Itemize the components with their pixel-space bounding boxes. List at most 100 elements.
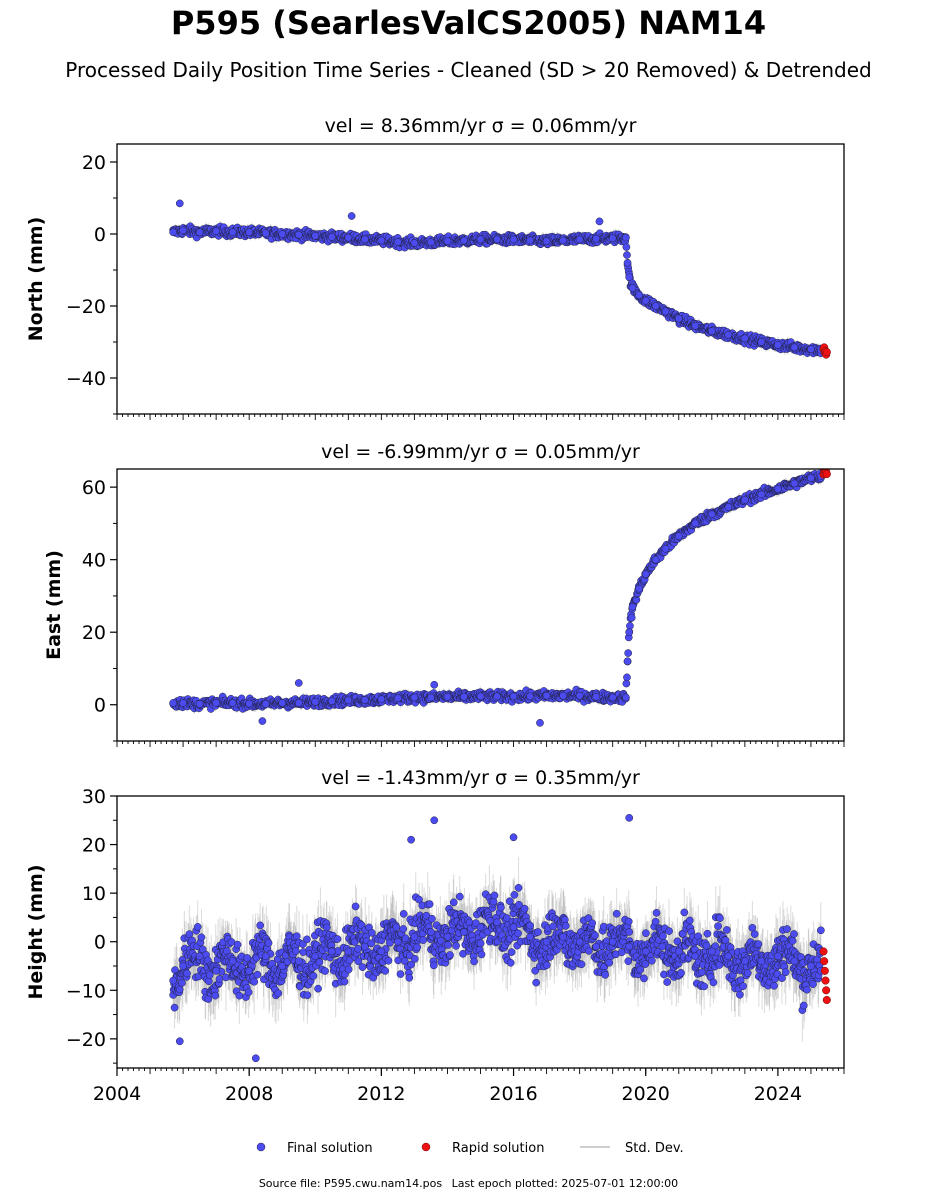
final-point: [807, 345, 815, 354]
final-points: [169, 199, 825, 358]
final-point: [774, 341, 782, 349]
final-point: [509, 235, 518, 244]
final-point: [724, 503, 733, 511]
final-point: [542, 237, 551, 246]
final-point: [377, 695, 386, 704]
final-point: [169, 699, 178, 707]
final-point: [622, 233, 630, 242]
final-point: [526, 692, 534, 701]
final-point: [707, 510, 716, 519]
final-points: [169, 469, 825, 727]
final-point: [542, 691, 551, 700]
final-point: [427, 238, 435, 247]
final-point: [641, 570, 650, 579]
chart-subtitle: Processed Daily Position Time Series - C…: [65, 58, 872, 82]
final-point: [212, 699, 220, 707]
final-point: [261, 229, 270, 238]
final-point: [476, 692, 485, 701]
final-point: [212, 227, 220, 235]
panel-1: vel = 8.36mm/yr σ = 0.06mm/yr −40 −20 0 20 No…: [25, 115, 845, 420]
final-point: [623, 251, 631, 259]
final-point: [741, 495, 749, 504]
final-point: [427, 693, 435, 702]
panel-title: vel = 8.36mm/yr σ = 0.06mm/yr: [325, 115, 637, 137]
final-point: [774, 485, 782, 493]
final-point: [651, 555, 660, 564]
y-tick-label: 20: [82, 622, 106, 644]
final-point: [294, 699, 303, 707]
x-axis: [116, 741, 845, 747]
y-tick-label: 0: [94, 224, 106, 246]
rapid-point: [822, 348, 831, 357]
y-axis: 0 20 40 60: [82, 477, 117, 742]
final-point: [228, 699, 237, 707]
final-point: [691, 519, 700, 528]
y-tick-label: 60: [82, 477, 106, 499]
final-point: [460, 692, 468, 701]
final-point: [707, 327, 716, 336]
final-point: [608, 234, 617, 243]
y-tick-label: −20: [66, 296, 106, 318]
final-point: [179, 699, 187, 707]
final-point: [410, 239, 419, 247]
final-point: [377, 236, 386, 245]
panel-data: [169, 469, 831, 727]
final-point: [559, 691, 567, 700]
final-point: [195, 228, 204, 237]
final-point: [327, 697, 336, 705]
final-point: [592, 234, 601, 243]
final-point: [623, 673, 631, 682]
final-point: [311, 231, 320, 240]
y-tick-label: 0: [94, 695, 106, 717]
panel-3: vel = -1.43mm/yr σ = 0.35mm/yr−20−100102…: [25, 767, 845, 1105]
final-point: [493, 235, 501, 244]
final-point: [623, 657, 632, 666]
final-point: [443, 237, 452, 246]
rapid-points: [819, 469, 831, 479]
final-point: [294, 230, 303, 239]
outlier-point: [595, 217, 604, 226]
final-point: [460, 236, 468, 245]
final-point: [628, 602, 637, 611]
final-point: [790, 479, 799, 488]
panel-title: vel = -6.99mm/yr σ = 0.05mm/yr: [321, 441, 640, 463]
final-point: [476, 235, 485, 244]
y-axis: −40 −20 0 20: [66, 152, 117, 415]
final-point: [807, 474, 815, 482]
final-point: [691, 321, 700, 330]
final-point: [790, 343, 799, 352]
final-point: [245, 699, 254, 708]
final-point: [575, 235, 584, 244]
final-point: [622, 693, 630, 702]
y-tick-label: 40: [82, 550, 106, 572]
final-point: [627, 613, 636, 622]
y-axis-label: East (mm): [43, 550, 65, 660]
final-point: [741, 334, 749, 343]
final-point: [245, 228, 254, 237]
final-point: [394, 238, 402, 246]
final-point: [674, 314, 683, 323]
outlier-point: [430, 680, 439, 689]
outlier-point: [294, 679, 303, 687]
y-tick-label: −40: [66, 368, 106, 390]
final-point: [757, 490, 766, 499]
final-point: [622, 243, 631, 251]
final-point: [628, 284, 637, 292]
outlier-point: [258, 717, 267, 725]
final-point: [674, 532, 683, 540]
final-point: [559, 236, 567, 245]
final-point: [624, 649, 633, 657]
final-point: [592, 692, 601, 701]
final-point: [410, 693, 419, 702]
final-point: [661, 307, 670, 316]
final-point: [327, 233, 336, 241]
final-point: [261, 700, 270, 708]
final-point: [641, 296, 650, 305]
outlier-point: [175, 199, 184, 208]
final-point: [724, 330, 733, 339]
final-point: [311, 697, 320, 706]
final-point: [661, 544, 670, 553]
outlier-point: [536, 719, 544, 727]
final-point: [757, 338, 766, 346]
